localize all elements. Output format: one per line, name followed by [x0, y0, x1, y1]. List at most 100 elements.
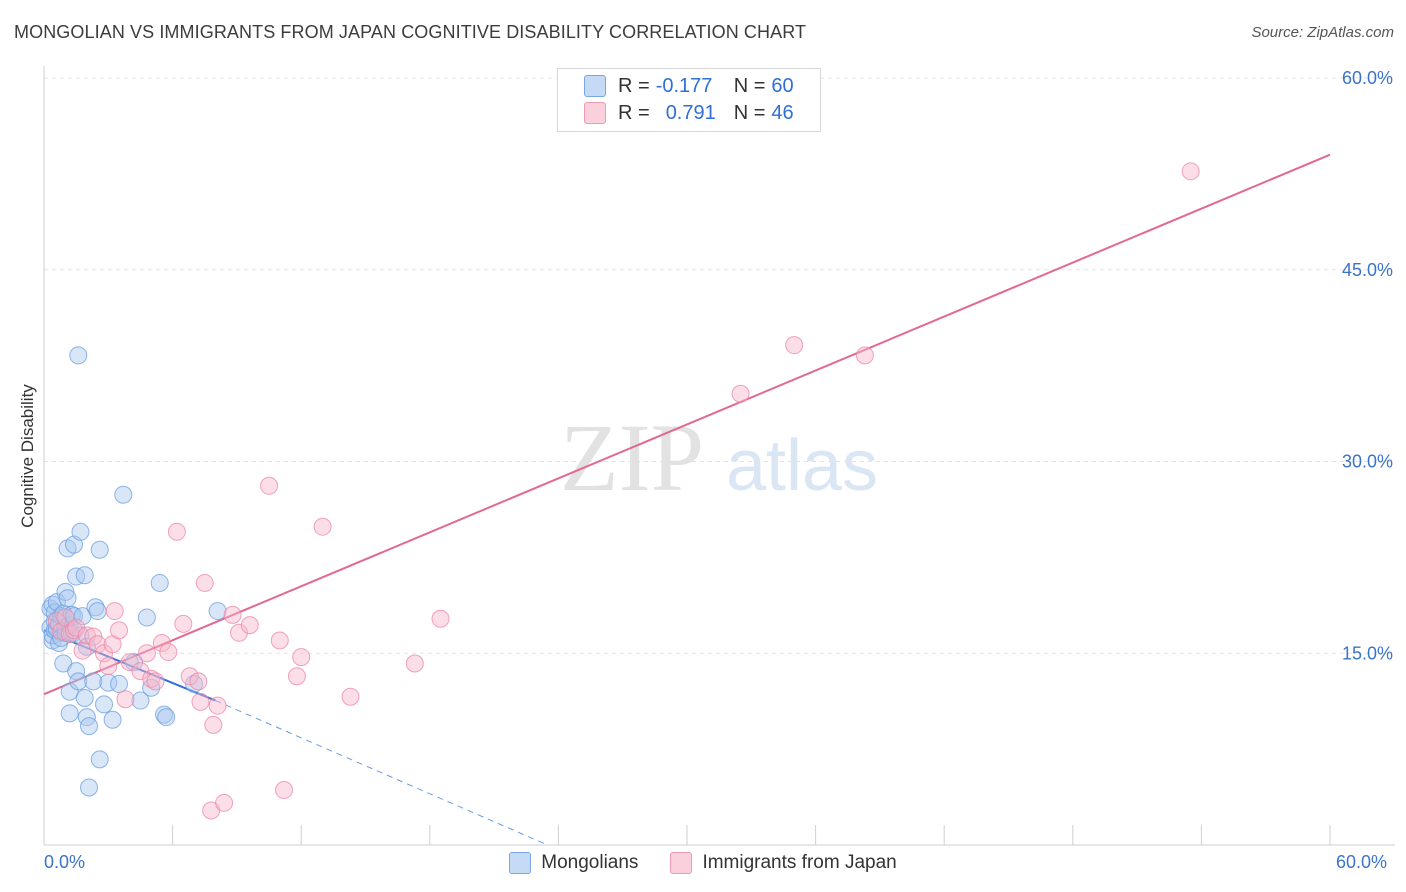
point-japan — [131, 662, 150, 681]
point-japan — [67, 618, 86, 637]
point-mongolians — [103, 710, 122, 729]
point-japan — [191, 692, 210, 711]
point-mongolians — [125, 653, 144, 672]
y-tick-label: 30.0% — [1342, 452, 1393, 472]
point-japan — [215, 793, 234, 812]
point-japan — [105, 602, 124, 621]
point-japan — [785, 336, 804, 355]
point-japan — [230, 623, 249, 642]
series-legend: Mongolians Immigrants from Japan — [0, 852, 1406, 874]
point-mongolians — [84, 672, 103, 691]
y-tick-label: 15.0% — [1342, 643, 1393, 663]
point-japan — [204, 715, 223, 734]
point-mongolians — [110, 674, 129, 693]
point-mongolians — [75, 688, 94, 707]
watermark-atlas: atlas — [726, 426, 878, 506]
point-mongolians — [80, 717, 99, 736]
legend-swatch-blue — [509, 852, 532, 874]
point-japan — [1181, 162, 1200, 181]
point-mongolians — [155, 705, 174, 724]
n-value: 60 — [771, 74, 794, 97]
point-mongolians — [90, 540, 109, 559]
point-japan — [270, 631, 289, 650]
legend-label: Immigrants from Japan — [702, 852, 897, 873]
y-tick-label: 45.0% — [1342, 260, 1393, 280]
point-japan — [116, 690, 135, 709]
point-japan — [405, 654, 424, 673]
point-mongolians — [69, 346, 88, 365]
trend-line-japan — [43, 153, 1331, 696]
legend-label: Mongolians — [541, 852, 639, 873]
point-japan — [189, 672, 208, 691]
point-japan — [731, 384, 750, 403]
n-label: N = — [733, 101, 766, 124]
n-value: 46 — [771, 101, 794, 124]
r-label: R = — [618, 74, 650, 97]
point-mongolians — [137, 608, 156, 627]
legend-swatch-pink — [584, 102, 606, 124]
x-tick-label-max: 60.0% — [1336, 852, 1388, 872]
legend-row-japan: R = 0.791 N = 46 — [584, 100, 794, 126]
point-mongolians — [80, 778, 99, 797]
point-mongolians — [71, 522, 90, 541]
point-japan — [275, 781, 294, 800]
point-japan — [174, 614, 193, 633]
source-label: Source: ZipAtlas.com — [1251, 24, 1394, 41]
point-japan — [260, 476, 279, 495]
point-japan — [88, 635, 107, 654]
point-mongolians — [58, 589, 77, 608]
point-mongolians — [131, 691, 150, 710]
point-japan — [180, 667, 199, 686]
point-japan — [855, 346, 874, 365]
point-japan — [431, 609, 450, 628]
point-japan — [73, 641, 92, 660]
point-japan — [77, 626, 96, 645]
point-mongolians — [90, 750, 109, 769]
point-mongolians — [75, 566, 94, 585]
point-japan — [292, 648, 311, 667]
point-mongolians — [69, 672, 88, 691]
point-japan — [287, 667, 306, 686]
point-japan — [137, 644, 156, 663]
data-points — [41, 162, 1200, 820]
point-mongolians — [150, 573, 169, 592]
point-japan — [208, 696, 227, 715]
point-mongolians — [77, 708, 96, 727]
point-japan — [159, 642, 178, 661]
y-tick-label: 60.0% — [1342, 68, 1393, 88]
point-mongolians — [95, 695, 114, 714]
point-japan — [223, 605, 242, 624]
legend-item-japan: Immigrants from Japan — [670, 852, 897, 874]
trend-line-mongolians-extension — [215, 700, 548, 846]
point-japan — [152, 634, 171, 653]
legend-item-mongolians: Mongolians — [509, 852, 638, 874]
point-mongolians — [88, 602, 107, 621]
point-japan — [47, 612, 66, 631]
point-mongolians — [56, 582, 75, 601]
point-japan — [146, 672, 165, 691]
point-japan — [240, 616, 259, 635]
legend-swatch-blue — [584, 75, 606, 97]
x-tick-label-min: 0.0% — [44, 852, 86, 872]
point-japan — [110, 621, 129, 640]
point-japan — [313, 517, 332, 536]
point-japan — [341, 687, 360, 706]
point-japan — [99, 657, 118, 676]
watermark: ZIP atlas — [560, 404, 878, 511]
point-japan — [120, 653, 139, 672]
point-mongolians — [60, 704, 79, 723]
r-label: R = — [618, 101, 650, 124]
point-japan — [167, 522, 186, 541]
point-mongolians — [114, 485, 133, 504]
point-mongolians — [208, 602, 227, 621]
chart-title: MONGOLIAN VS IMMIGRANTS FROM JAPAN COGNI… — [14, 22, 807, 42]
point-mongolians — [157, 708, 176, 727]
watermark-zip: ZIP — [560, 404, 704, 511]
r-value: -0.177 — [655, 74, 713, 97]
axes — [43, 66, 1395, 846]
y-tick-labels: 15.0% 30.0% 45.0% 60.0% — [1342, 68, 1393, 663]
n-label: N = — [733, 74, 766, 97]
point-japan — [195, 573, 214, 592]
r-value: 0.791 — [665, 101, 716, 124]
legend-swatch-pink — [670, 852, 693, 874]
